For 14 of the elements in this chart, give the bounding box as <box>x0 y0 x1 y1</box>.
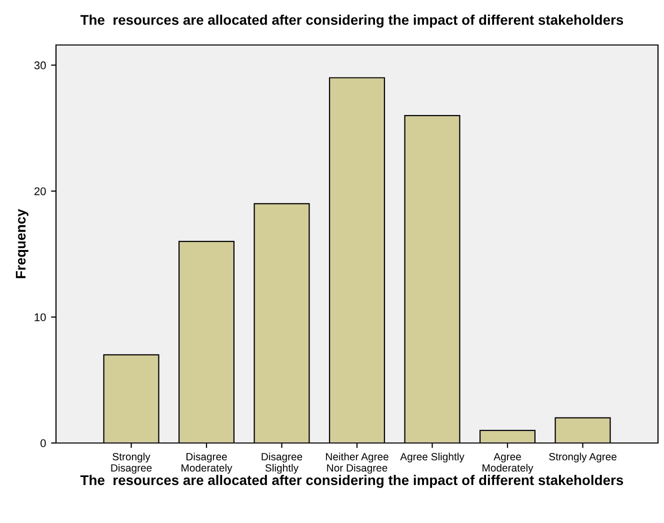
x-tick-label: Disagree Moderately <box>182 452 232 474</box>
y-tick-label: 0 <box>40 439 46 448</box>
y-tick-label: 30 <box>34 61 46 70</box>
x-tick-label: Strongly Disagree <box>111 452 152 474</box>
x-tick-label: Neither Agree Nor Disagree <box>326 452 388 474</box>
x-tick-label: Disagree Slightly <box>262 452 302 474</box>
x-tick-label: Agree Moderately <box>482 453 534 474</box>
x-axis-title: The resources are allocated after considering the impact of different stakeholders <box>80 474 624 488</box>
y-tick-label: 20 <box>34 187 46 196</box>
x-tick-label: Agree Slightly <box>400 452 464 462</box>
x-tick-label: Strongly Agree <box>549 452 616 462</box>
y-tick-label: 10 <box>34 313 46 322</box>
chart-title: The resources are allocated after considering the impact of different stakeholders <box>80 14 624 28</box>
y-axis-title: Frequency <box>16 208 28 278</box>
